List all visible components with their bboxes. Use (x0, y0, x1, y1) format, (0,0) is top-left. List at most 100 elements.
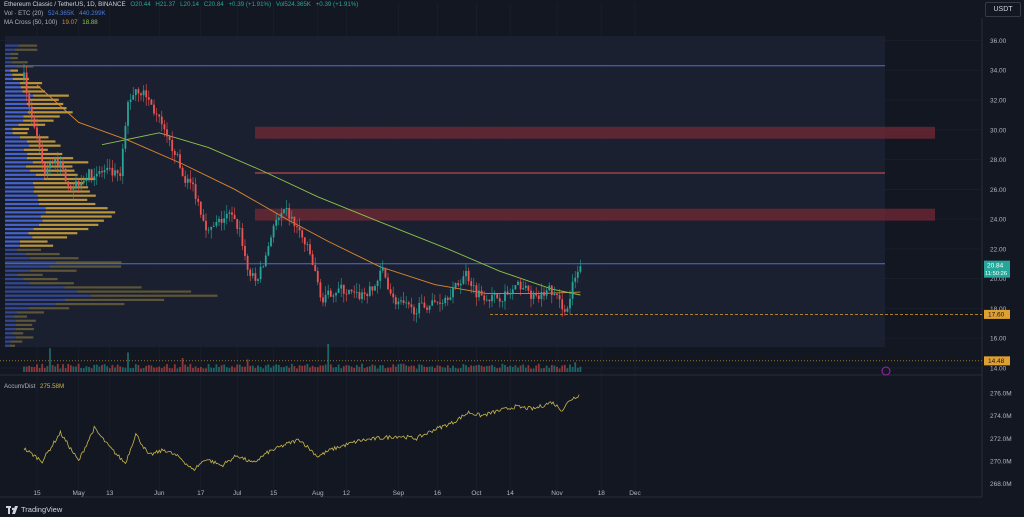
time-tick-label: Oct (471, 490, 481, 497)
volume-bar (103, 364, 106, 372)
candle-body (210, 226, 213, 230)
profile-bar-blue (5, 240, 20, 243)
candle-body (218, 218, 220, 223)
volume-indicator-label[interactable]: Vol · ETC (20) (4, 10, 44, 17)
profile-bar-yellow (22, 90, 46, 93)
replay-icon (881, 366, 891, 376)
candle-body (420, 302, 423, 304)
profile-bar-yellow (12, 332, 24, 335)
volume-bar (155, 367, 158, 372)
candle-body (449, 297, 452, 300)
candle-body (579, 266, 582, 272)
volume-bar (277, 364, 280, 372)
profile-bar-yellow (14, 48, 38, 51)
profile-bar-yellow (12, 127, 30, 131)
time-tick-label: May (72, 490, 85, 497)
profile-bar-yellow (19, 136, 49, 139)
candle-body (350, 289, 353, 292)
candle-body (155, 113, 158, 115)
volume-bar (402, 363, 405, 372)
symbol-title[interactable]: Ethereum Classic / TetherUS, 1D, BINANCE (4, 1, 126, 8)
volume-bar (306, 363, 309, 372)
time-tick-label: Sep (393, 490, 405, 497)
candle-body (566, 308, 569, 312)
volume-bar (314, 367, 317, 372)
candle-body (163, 124, 166, 130)
profile-bar-blue (5, 290, 77, 293)
time-tick-label: 16 (434, 490, 442, 497)
profile-bar-yellow (19, 82, 43, 85)
volume-bar (98, 366, 101, 372)
candle-body (571, 281, 574, 299)
profile-bar-blue (5, 152, 28, 156)
candle-body (51, 162, 54, 164)
candle-body (355, 292, 358, 293)
volume-bar (225, 367, 228, 372)
profile-bar-blue (5, 77, 13, 81)
candle-body (545, 290, 548, 296)
currency-button[interactable]: USDT (985, 2, 1021, 17)
candle-body (470, 281, 473, 287)
volume-value: Vol524.365K (275, 1, 311, 8)
volume-bar (249, 365, 252, 372)
candle-body (379, 270, 382, 281)
accum-dist-pane (23, 394, 580, 472)
volume-bar (327, 344, 330, 372)
candle-body (485, 299, 488, 301)
candle-body (574, 277, 577, 282)
brand-label: TradingView (21, 505, 63, 514)
profile-bar-blue (5, 257, 31, 260)
volume-bar (28, 365, 31, 372)
volume-bar (509, 365, 512, 372)
candle-body (431, 300, 434, 306)
volume-bar (72, 366, 75, 372)
profile-bar-yellow (34, 186, 89, 189)
level-price-badge (984, 309, 1010, 319)
candle-body (340, 284, 343, 289)
candle-body (171, 139, 174, 152)
volume-bar (223, 364, 226, 372)
time-tick-label: Jun (154, 490, 165, 497)
volume-bar (459, 367, 462, 372)
candle-body (514, 285, 517, 290)
profile-bar-blue (5, 44, 19, 47)
candle-body (267, 246, 270, 256)
candle-body (166, 129, 168, 137)
volume-bar (454, 367, 457, 372)
candle-body (43, 163, 46, 175)
volume-profile (5, 44, 218, 347)
profile-bar-blue (5, 307, 29, 310)
volume-bar (114, 367, 116, 372)
volume-bar (36, 364, 38, 372)
volume-bar (215, 364, 218, 372)
profile-bar-yellow (35, 173, 78, 176)
candle-body (535, 292, 538, 296)
candle-body (444, 297, 447, 304)
volume-bar (171, 368, 174, 372)
change-value: +0.39 (+1.91%) (228, 1, 272, 8)
candle-body (332, 295, 335, 297)
candle-body (397, 301, 400, 305)
volume-bar (420, 364, 423, 372)
accum-dist-line (23, 394, 580, 472)
candle-body (491, 294, 493, 302)
candle-body (233, 214, 236, 220)
price-tick-label: 34.00 (990, 68, 1007, 75)
candle-body (501, 301, 504, 302)
candle-body (116, 170, 119, 174)
profile-bar-blue (5, 227, 34, 231)
candle-body (319, 282, 322, 298)
profile-bar-blue (5, 127, 13, 131)
profile-bar-yellow (27, 111, 73, 114)
profile-bar-blue (5, 169, 31, 172)
profile-bar-blue (5, 177, 45, 181)
candle-body (184, 176, 187, 183)
volume-bar (38, 367, 41, 372)
accum-dist-title[interactable]: Accum/Dist (4, 383, 36, 390)
volume-bar (67, 363, 70, 372)
profile-bar-yellow (16, 248, 41, 251)
volume-bar (288, 367, 291, 372)
ma-cross-label[interactable]: MA Cross (50, 100) (4, 19, 58, 26)
candle-body (215, 222, 218, 226)
